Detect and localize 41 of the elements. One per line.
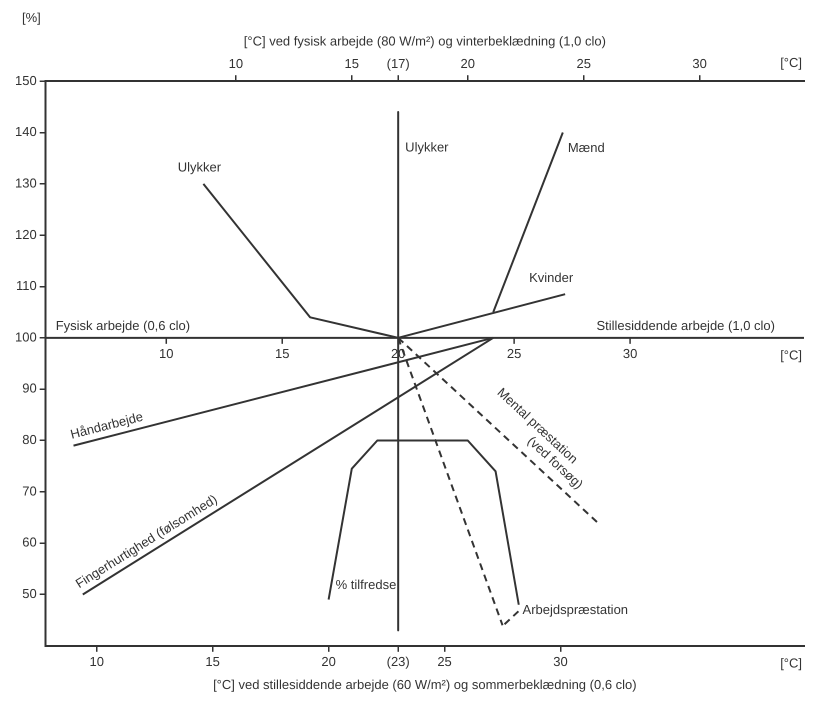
x-tick-label: 30 [553, 654, 568, 670]
x2-tick-label: 10 [228, 56, 244, 71]
y-tick-label: 100 [14, 329, 37, 344]
y-tick-label: 120 [14, 226, 37, 242]
ref-line-label: Fysisk arbejde (0,6 clo) [56, 318, 190, 333]
x-tick-label: 20 [321, 654, 336, 670]
y-tick-label: 90 [22, 380, 37, 396]
annotation: Stillesiddende arbejde (1,0 clo) [596, 318, 775, 333]
series-label: Ulykker [405, 140, 450, 155]
x-tick-label: 15 [205, 654, 220, 670]
annotation: [°C] [780, 347, 802, 362]
y-tick-label: 110 [16, 278, 37, 294]
series-label: Ulykker [178, 159, 222, 174]
x2-tick-label: 15 [344, 56, 360, 71]
y-tick-label: 60 [22, 534, 37, 550]
x-axis-title: [°C] ved stillesiddende arbejde (60 W/m²) og sommerbeklædning (0,6 clo) [213, 676, 637, 692]
y-tick-label: 80 [22, 432, 37, 448]
x2-axis-title: [°C] ved fysisk arbejde (80 W/m²) og vinterbeklædning (1,0 clo) [244, 33, 606, 48]
annotation: 10 [159, 346, 174, 361]
y-tick-label: 50 [22, 586, 37, 602]
annotation: 25 [506, 346, 522, 361]
text: [°C] [780, 655, 802, 670]
text: [°C] [780, 54, 802, 70]
y-tick-label: 130 [14, 175, 37, 190]
y-tick-label: 140 [14, 124, 37, 140]
y-tick-label: 70 [22, 483, 37, 498]
series-label: Mænd [568, 140, 605, 156]
x-tick-label: (23) [386, 654, 410, 670]
y-axis-title: [%] [22, 10, 41, 26]
annotation: 30 [622, 346, 638, 361]
series-label: Kvinder [529, 270, 574, 285]
x2-tick-label: 25 [576, 56, 591, 71]
x2-tick-label: 20 [460, 56, 475, 71]
x2-tick-label: (17) [386, 56, 410, 71]
y-tick-label: 150 [14, 72, 37, 88]
x-tick-label: 25 [437, 654, 452, 670]
x2-tick-label: 30 [692, 56, 707, 71]
legend-label: Arbejdspræstation [522, 602, 628, 617]
series-label: % tilfredse [336, 577, 396, 592]
x-tick-label: 10 [89, 654, 104, 670]
annotation: 15 [274, 346, 290, 361]
